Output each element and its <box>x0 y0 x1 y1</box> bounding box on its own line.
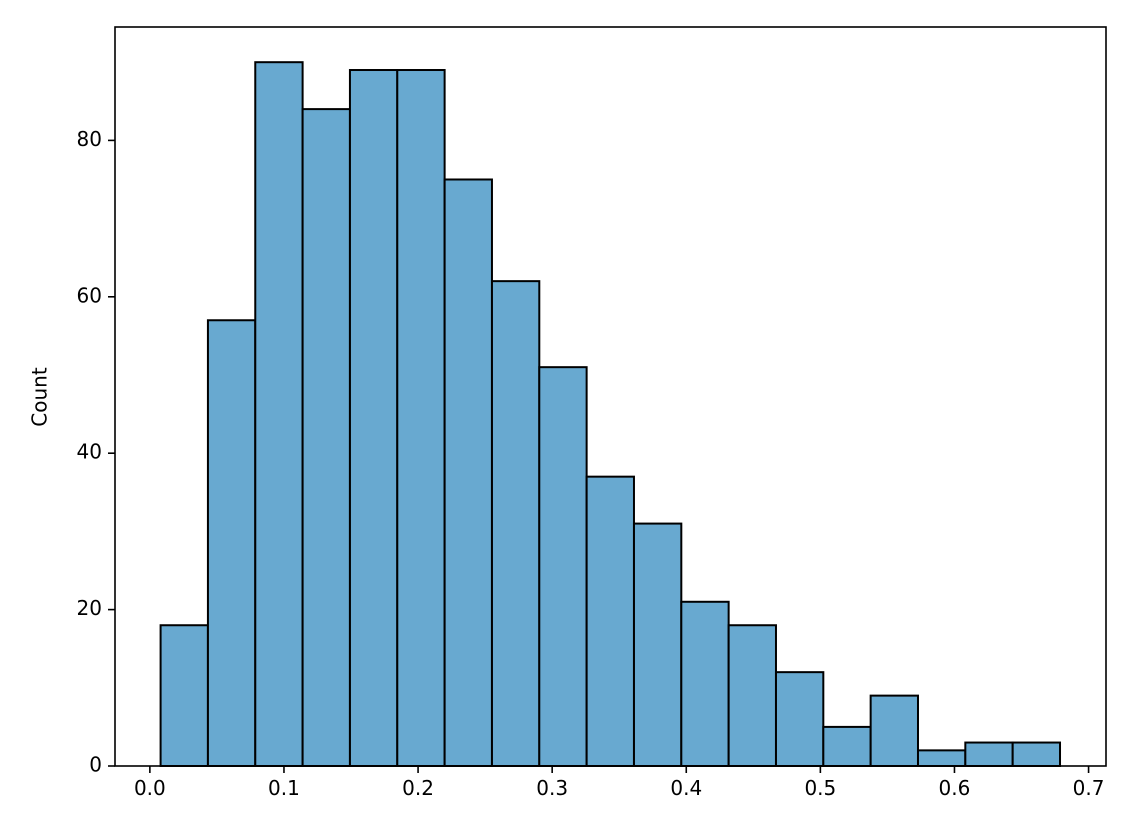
y-axis: 0 20 40 60 80 <box>77 127 115 777</box>
y-tick-label-1: 20 <box>77 596 102 620</box>
histogram-bar-8 <box>538 366 588 767</box>
histogram-bar-4 <box>348 69 399 767</box>
x-tick-label-6: 0.6 <box>939 776 971 800</box>
x-tick-label-5: 0.5 <box>804 776 836 800</box>
histogram-bar-13 <box>774 671 825 767</box>
histogram-bar-2 <box>254 61 304 767</box>
x-tick-label-4: 0.4 <box>670 776 702 800</box>
x-tick-label-1: 0.1 <box>268 776 300 800</box>
x-axis: 0.0 0.1 0.2 0.3 0.4 0.5 0.6 0.7 <box>134 766 1105 800</box>
x-tick-label-3: 0.3 <box>536 776 568 800</box>
histogram-bar-6 <box>443 178 493 768</box>
histogram-bar-5 <box>396 69 446 767</box>
histogram-bar-18 <box>1011 741 1062 767</box>
x-tick-label-0: 0.0 <box>134 776 166 800</box>
histogram-bar-11 <box>680 600 730 768</box>
y-tick-label-3: 60 <box>77 283 102 307</box>
histogram-bar-0 <box>159 624 209 767</box>
bars-layer <box>159 61 1062 768</box>
histogram-bar-10 <box>632 522 683 768</box>
x-tick-label-7: 0.7 <box>1073 776 1105 800</box>
x-tick-label-2: 0.2 <box>402 776 434 800</box>
y-tick-label-4: 80 <box>77 127 102 151</box>
plot-frame <box>114 26 1107 767</box>
histogram-bar-16 <box>916 749 967 767</box>
histogram-bar-7 <box>490 280 541 767</box>
histogram-bar-14 <box>822 725 872 768</box>
y-tick-label-0: 0 <box>89 753 102 777</box>
histogram-bar-3 <box>301 108 351 768</box>
histogram-bar-17 <box>964 741 1014 767</box>
y-tick-label-2: 40 <box>77 440 102 464</box>
histogram-bar-12 <box>727 624 777 767</box>
histogram-bar-9 <box>585 475 635 767</box>
histogram-bar-1 <box>206 319 257 767</box>
y-axis-title: Count <box>28 367 52 427</box>
histogram-bar-15 <box>869 694 919 767</box>
